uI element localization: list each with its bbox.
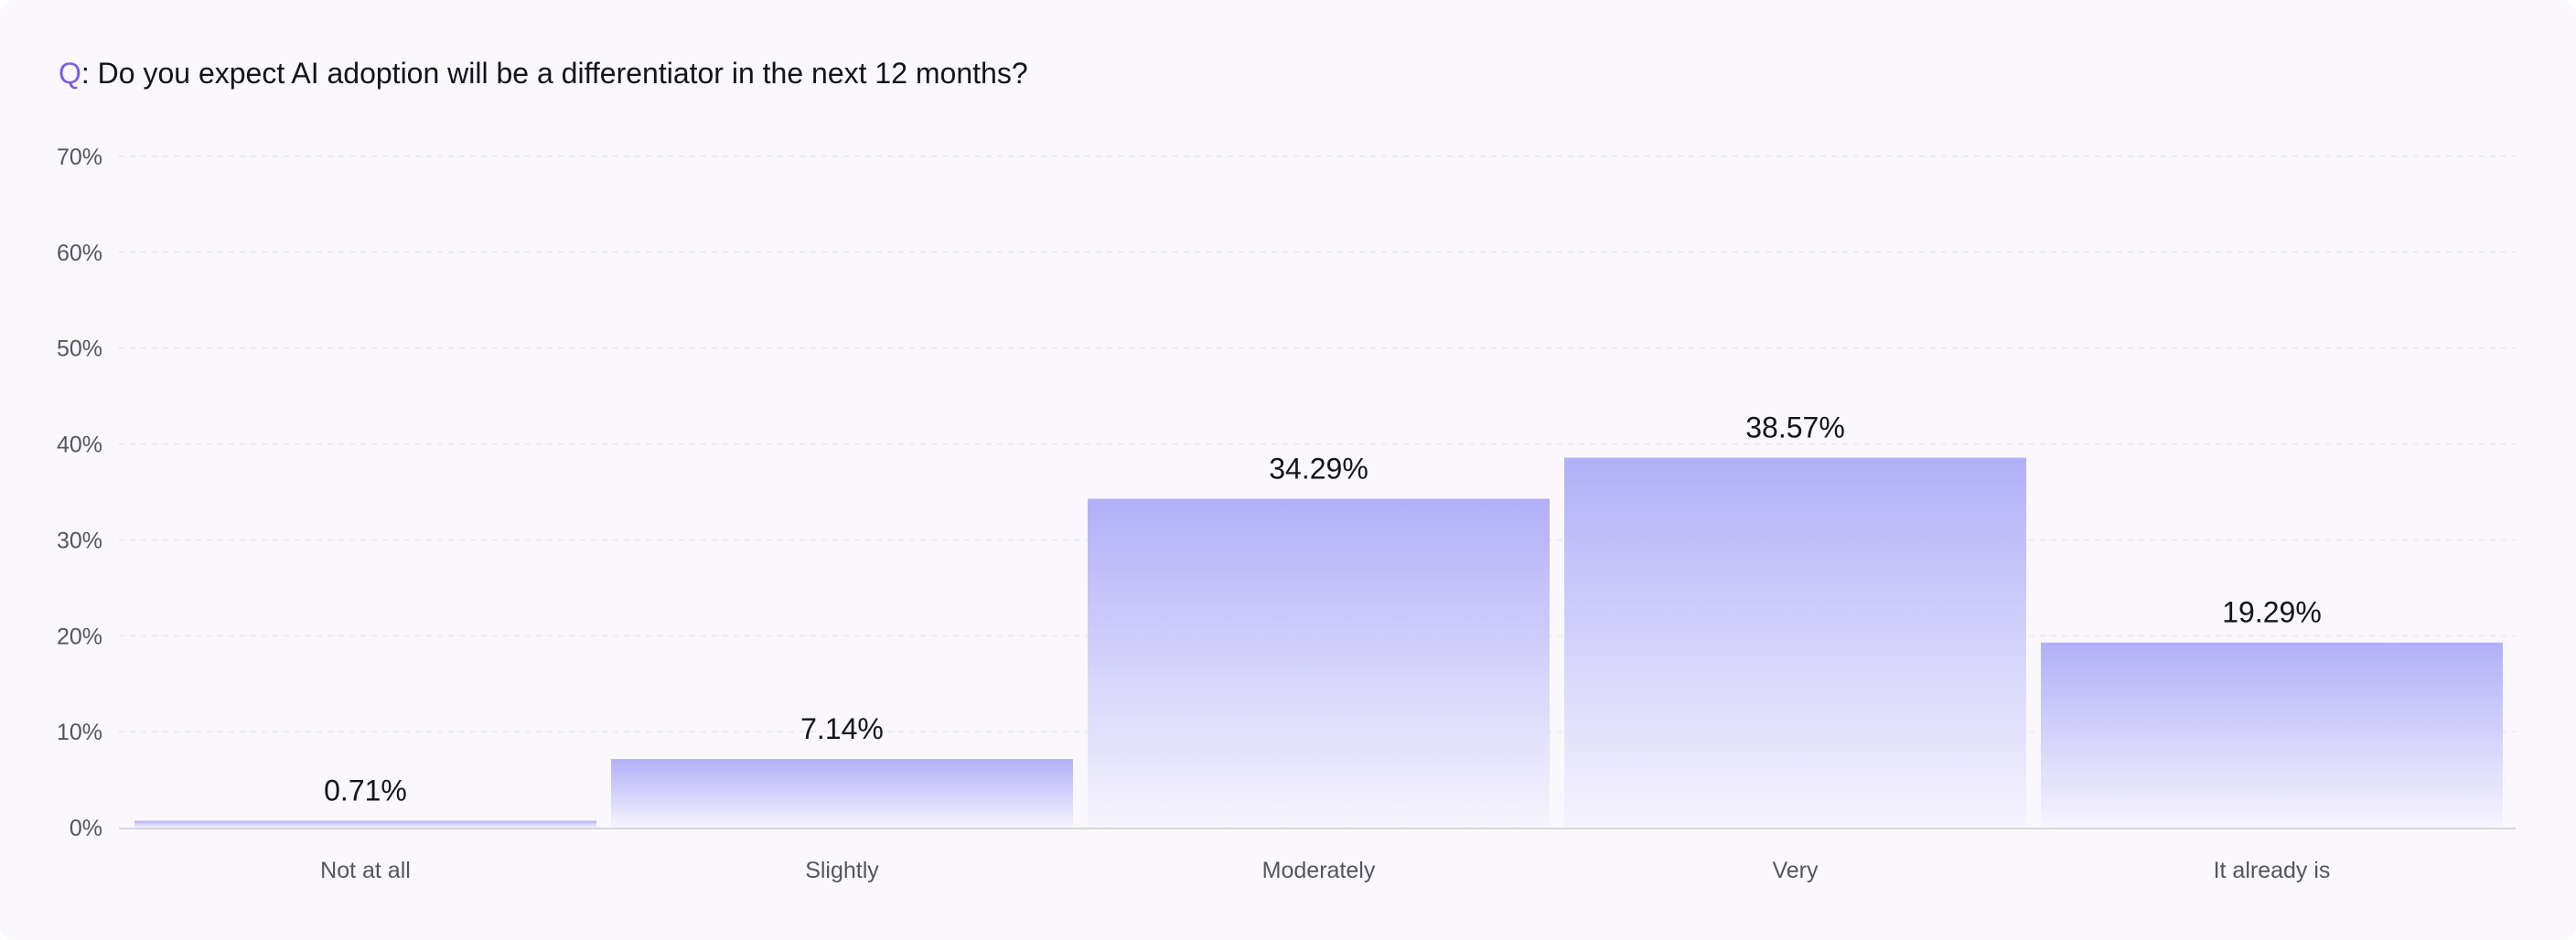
question-prefix: Q <box>59 57 81 90</box>
bar <box>1088 498 1550 828</box>
bar <box>134 820 596 828</box>
bar <box>611 759 1073 828</box>
category-label: Slightly <box>805 858 879 883</box>
question-text: : Do you expect AI adoption will be a di… <box>80 57 1028 90</box>
value-labels: 0.71% 7.14% 34.29% 38.57% 19.29% <box>324 411 2322 807</box>
question-title: Q: Do you expect AI adoption will be a d… <box>59 57 1028 91</box>
bars <box>134 457 2503 828</box>
bar-value-label: 19.29% <box>2222 596 2322 629</box>
bar <box>1564 457 2026 828</box>
y-tick-label: 0% <box>70 816 102 841</box>
bar-value-label: 38.57% <box>1745 411 1845 444</box>
y-tick-label: 60% <box>57 240 102 266</box>
y-tick-label: 30% <box>57 528 102 553</box>
category-label: Very <box>1772 858 1819 883</box>
bar-value-label: 34.29% <box>1269 452 1368 485</box>
category-label: Not at all <box>320 858 411 883</box>
bar-value-label: 0.71% <box>324 774 407 807</box>
category-label: Moderately <box>1262 858 1376 883</box>
category-labels: Not at all Slightly Moderately Very It alrea… <box>320 858 2330 883</box>
y-axis-ticks: 0% 10% 20% 30% 40% 50% 60% 70% <box>57 144 102 841</box>
y-tick-label: 70% <box>57 144 102 170</box>
bar-value-label: 7.14% <box>800 712 884 745</box>
bar <box>2041 642 2503 828</box>
y-tick-label: 50% <box>57 336 102 362</box>
category-label: It already is <box>2214 858 2331 883</box>
y-tick-label: 40% <box>57 433 102 458</box>
y-tick-label: 10% <box>57 720 102 745</box>
y-tick-label: 20% <box>57 624 102 649</box>
